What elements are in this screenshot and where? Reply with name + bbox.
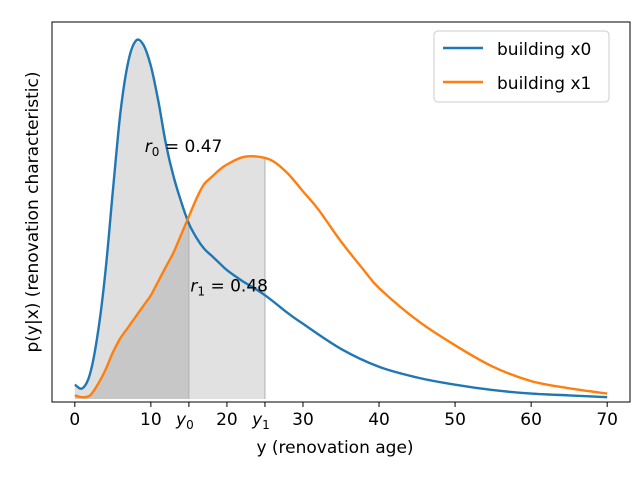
y-axis-label: p(y|x) (renovation characteristic) [23, 72, 43, 353]
x-axis-label: y (renovation age) [256, 438, 413, 458]
x-tick-label: 30 [292, 410, 314, 430]
series-line-0 [74, 38, 608, 399]
legend-label-x1: building x1 [497, 74, 591, 94]
annotation-r0: r0 = 0.47 [145, 137, 223, 159]
series-lines [74, 38, 608, 399]
special-tick-label-0: y0 [175, 410, 194, 432]
x-tick-label: 70 [596, 410, 618, 430]
plot-frame [51, 21, 631, 403]
shaded-region-2 [188, 156, 265, 399]
shaded-regions [74, 41, 266, 399]
x-tick-label: 60 [520, 410, 542, 430]
plot-area [51, 21, 631, 403]
shaded-region-0 [74, 41, 189, 399]
x-tick-label: 40 [368, 410, 390, 430]
annotation-r1: r1 = 0.48 [190, 277, 268, 299]
shaded-region-1 [74, 216, 189, 399]
x-tick-label: 0 [69, 410, 80, 430]
legend-label-x0: building x0 [497, 40, 591, 60]
x-tick-label: 50 [444, 410, 466, 430]
series-line-1 [74, 155, 608, 399]
x-tick-label: 20 [216, 410, 238, 430]
x-axis-ticks: 0 10 20 30 40 50 60 70 y0 y1 [69, 402, 618, 432]
legend: building x0 building x1 [433, 30, 610, 103]
x-tick-label: 10 [140, 410, 162, 430]
special-tick-label-1: y1 [251, 410, 270, 432]
